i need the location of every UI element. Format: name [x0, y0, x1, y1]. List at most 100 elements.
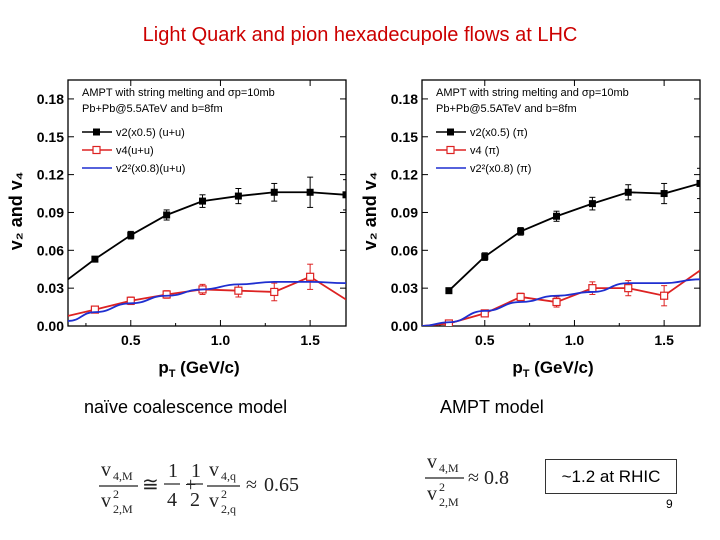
y-tick-label: 0.00 [37, 318, 64, 334]
data-point [199, 197, 207, 205]
data-point [624, 188, 632, 196]
formula-left-lhs-num: v [101, 459, 111, 481]
formula-left-rhs-den-sup: 2 [221, 487, 227, 501]
y-tick-label: 0.03 [37, 280, 64, 296]
legend-header-line: Pb+Pb@5.5ATeV and b=8fm [82, 103, 223, 115]
y-tick-label: 0.09 [37, 204, 64, 220]
formula-left-frac2-num: 1 [191, 460, 201, 482]
data-point [624, 284, 633, 293]
data-point [445, 287, 453, 295]
x-axis-label: pT (GeV/c) [512, 358, 593, 380]
y-tick-label: 0.06 [391, 242, 418, 258]
data-point [480, 309, 489, 318]
x-axis-label-unit: (GeV/c) [529, 358, 593, 377]
data-point [234, 192, 242, 200]
data-point [660, 190, 668, 198]
formula-left-lhs-den-sub: 2,M [113, 502, 133, 516]
series-line-2 [422, 278, 700, 326]
legend-label: v2²(x0.8) (π) [470, 163, 531, 175]
data-point [481, 253, 489, 261]
y-tick-label: 0.06 [37, 242, 64, 258]
page-number: 9 [666, 497, 673, 511]
data-point [270, 188, 278, 196]
formula-left-lhs-den: v [101, 490, 111, 512]
formula-left-rhs-num-sub: 4,q [221, 469, 236, 483]
data-point [588, 200, 596, 208]
x-tick-label: 1.5 [654, 332, 674, 348]
y-axis-label: v₂ and v₄ [360, 172, 380, 251]
legend-label: v2²(x0.8)(u+u) [116, 163, 185, 175]
legend-marker [93, 128, 100, 136]
data-point [342, 191, 346, 199]
series-line-2 [68, 280, 346, 322]
data-point [306, 272, 315, 281]
y-tick-label: 0.15 [391, 129, 418, 145]
legend-header-line: AMPT with string melting and σp=10mb [436, 87, 629, 99]
formula-left-rhs-den: v [209, 490, 219, 512]
legend-label: v2(x0.5) (u+u) [116, 127, 185, 139]
data-point [90, 305, 100, 314]
formula-left-plus: + [185, 474, 196, 496]
legend-marker [92, 145, 101, 155]
legend-label: v4(u+u) [116, 145, 154, 157]
data-point [516, 292, 525, 302]
formula-left-lhs-num-sub: 4,M [113, 469, 133, 483]
data-point [270, 287, 279, 297]
series-line-0 [448, 182, 700, 292]
series-line-0 [68, 191, 346, 281]
data-point [696, 179, 700, 187]
formula-right-lhs-den-sup: 2 [439, 480, 445, 494]
x-tick-label: 1.5 [300, 332, 320, 348]
series-line-1 [422, 269, 700, 326]
formula-left-value: 0.65 [264, 474, 299, 496]
data-point [91, 255, 99, 263]
x-tick-label: 1.0 [211, 332, 231, 348]
formula-right-lhs-den-sub: 2,M [439, 495, 459, 509]
x-axis-label-main: p [158, 358, 168, 377]
slide-title: Light Quark and pion hexadecupole flows … [142, 24, 578, 46]
x-axis-label-unit: (GeV/c) [175, 358, 239, 377]
x-axis-label-sub: T [169, 368, 176, 380]
y-tick-label: 0.00 [391, 318, 418, 334]
plot-frame [421, 79, 701, 327]
caption-ampt: AMPT model [440, 397, 544, 417]
plot-area [422, 167, 700, 326]
y-tick-label: 0.15 [37, 129, 64, 145]
x-axis-label-sub: T [523, 368, 530, 380]
x-tick-label: 0.5 [121, 332, 141, 348]
chart-panel-left: 0.00 0.03 0.06 0.09 0.12 0.15 0.18 0.5 1.0 1.5 pT … [6, 79, 347, 380]
legend-label: v2(x0.5) (π) [470, 127, 528, 139]
x-tick-label: 1.0 [565, 332, 585, 348]
data-point [553, 212, 561, 220]
x-tick-label: 0.5 [475, 332, 495, 348]
formula-left-frac1-den: 4 [167, 489, 177, 511]
legend-header-line: AMPT with string melting and σp=10mb [82, 87, 275, 99]
rhic-note-box: ~1.2 at RHIC [545, 459, 677, 494]
y-tick-label: 0.03 [391, 280, 418, 296]
y-tick-label: 0.12 [391, 167, 418, 183]
legend-header-line: Pb+Pb@5.5ATeV and b=8fm [436, 103, 577, 115]
data-point [444, 319, 454, 326]
formula-left-rhs-num: v [209, 459, 219, 481]
y-tick-label: 0.12 [37, 167, 64, 183]
formula-left-frac1-num: 1 [168, 460, 178, 482]
formula-left-approx-2: ≈ [246, 474, 257, 496]
formula-left-approx-1: ≅ [142, 474, 159, 496]
x-axis-label-main: p [512, 358, 522, 377]
data-point [127, 231, 135, 239]
formula-left-rhs-den-sub: 2,q [221, 502, 236, 516]
chart-panel-right: 0.00 0.03 0.06 0.09 0.12 0.15 0.18 0.5 1.0 1.5 pT … [360, 79, 701, 380]
formula-left-frac2-den: 2 [190, 489, 200, 511]
formula-right-lhs-den: v [427, 483, 437, 505]
legend-label: v4 (π) [470, 145, 500, 157]
plot-area [68, 176, 346, 322]
data-point [234, 286, 243, 295]
y-axis-label: v₂ and v₄ [6, 172, 26, 251]
formula-left-lhs-den-sup: 2 [113, 487, 119, 501]
y-tick-label: 0.18 [391, 91, 418, 107]
formula-right-lhs-num: v [427, 451, 437, 473]
plot-frame [67, 79, 347, 327]
caption-naive-coalescence: naïve coalescence model [84, 397, 288, 417]
data-point [588, 284, 597, 293]
data-point [162, 290, 171, 299]
